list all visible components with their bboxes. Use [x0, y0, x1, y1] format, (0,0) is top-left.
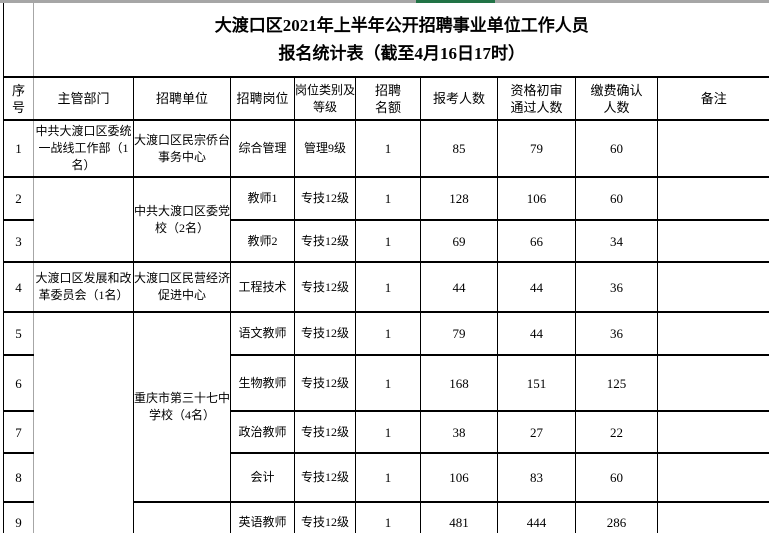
- cell-r2-paid: 60: [575, 177, 658, 221]
- cell-r4-applicants: 44: [420, 262, 498, 313]
- cell-r1-quota: 1: [355, 120, 421, 178]
- window-top-edge: [0, 0, 769, 3]
- cell-r9-seq: 9: [3, 502, 34, 533]
- col-header-quota: 招聘名额: [355, 77, 421, 121]
- col-header-note: 备注: [657, 77, 769, 121]
- cell-r7-seq: 7: [3, 411, 34, 454]
- cell-r1-grade: 管理9级: [294, 120, 356, 178]
- cell-r4-note: [657, 262, 769, 313]
- cell-r4-grade: 专技12级: [294, 262, 356, 313]
- cell-r3-note: [657, 220, 769, 263]
- col-header-grade: 岗位类别及等级: [294, 77, 356, 121]
- cell-r9-post: 英语教师: [230, 502, 295, 533]
- cell-r1-seq: 1: [3, 120, 34, 178]
- cell-r1-passed: 79: [497, 120, 576, 178]
- cell-r9-unit: [133, 502, 231, 533]
- cell-r3-seq: 3: [3, 220, 34, 263]
- table-title-line2: 报名统计表（截至4月16日17时）: [278, 43, 526, 63]
- title-left-spacer-cell: [3, 3, 34, 78]
- cell-r7-applicants: 38: [420, 411, 498, 454]
- cell-r9-paid: 286: [575, 502, 658, 533]
- cell-r2-applicants: 128: [420, 177, 498, 221]
- cell-r8-applicants: 106: [420, 453, 498, 503]
- cell-r8-seq: 8: [3, 453, 34, 503]
- cell-r6-passed: 151: [497, 355, 576, 412]
- cell-r5r8-unit-merged: 重庆市第三十七中学校（4名）: [133, 312, 231, 503]
- cell-r4-post: 工程技术: [230, 262, 295, 313]
- cell-r6-paid: 125: [575, 355, 658, 412]
- cell-r4-seq: 4: [3, 262, 34, 313]
- cell-r5-paid: 36: [575, 312, 658, 356]
- cell-r1-unit: 大渡口区民宗侨台事务中心: [133, 120, 231, 178]
- cell-r2-seq: 2: [3, 177, 34, 221]
- col-header-applicants: 报考人数: [420, 77, 498, 121]
- cell-r5-note: [657, 312, 769, 356]
- cell-r8-quota: 1: [355, 453, 421, 503]
- cell-r1-paid: 60: [575, 120, 658, 178]
- cell-r3-passed: 66: [497, 220, 576, 263]
- col-header-post: 招聘岗位: [230, 77, 295, 121]
- col-header-paid: 缴费确认人数: [575, 77, 658, 121]
- cell-r6-note: [657, 355, 769, 412]
- cell-r7-post: 政治教师: [230, 411, 295, 454]
- cell-r7-quota: 1: [355, 411, 421, 454]
- cell-r2-quota: 1: [355, 177, 421, 221]
- recruitment-table: 大渡口区2021年上半年公开招聘事业单位工作人员 报名统计表（截至4月16日17…: [3, 3, 769, 533]
- cell-r3-quota: 1: [355, 220, 421, 263]
- cell-r1-note: [657, 120, 769, 178]
- cell-r4-unit: 大渡口区民营经济促进中心: [133, 262, 231, 313]
- cell-r1-applicants: 85: [420, 120, 498, 178]
- cell-r7-grade: 专技12级: [294, 411, 356, 454]
- cell-r3-grade: 专技12级: [294, 220, 356, 263]
- col-header-seq: 序号: [3, 77, 34, 121]
- cell-r2-passed: 106: [497, 177, 576, 221]
- cell-r3-post: 教师2: [230, 220, 295, 263]
- cell-r6-post: 生物教师: [230, 355, 295, 412]
- cell-r3-paid: 34: [575, 220, 658, 263]
- cell-r7-note: [657, 411, 769, 454]
- cell-r8-note: [657, 453, 769, 503]
- cell-r9-quota: 1: [355, 502, 421, 533]
- cell-r6-seq: 6: [3, 355, 34, 412]
- cell-r4-dept: 大渡口区发展和改革委员会（1名）: [33, 262, 134, 313]
- cell-r9-note: [658, 502, 769, 533]
- table-title-line1: 大渡口区2021年上半年公开招聘事业单位工作人员: [214, 15, 589, 35]
- cell-r1-dept: 中共大渡口区委统一战线工作部（1名）: [33, 120, 134, 178]
- cell-r5-grade: 专技12级: [294, 312, 356, 356]
- cell-r4-passed: 44: [497, 262, 576, 313]
- cell-r2r3-dept-merged: [33, 177, 134, 263]
- cell-r6-grade: 专技12级: [294, 355, 356, 412]
- cell-r9-applicants: 481: [420, 502, 498, 533]
- cell-r5-applicants: 79: [420, 312, 498, 356]
- cell-r3-applicants: 69: [420, 220, 498, 263]
- cell-r2-grade: 专技12级: [294, 177, 356, 221]
- col-header-unit: 招聘单位: [133, 77, 231, 121]
- cell-r4-quota: 1: [355, 262, 421, 313]
- cell-r6-quota: 1: [355, 355, 421, 412]
- col-header-dept: 主管部门: [33, 77, 134, 121]
- cell-r7-paid: 22: [575, 411, 658, 454]
- cell-r8-post: 会计: [230, 453, 295, 503]
- cell-r7-passed: 27: [497, 411, 576, 454]
- cell-r2-post: 教师1: [230, 177, 295, 221]
- cell-r1-post: 综合管理: [230, 120, 295, 178]
- cell-r9-grade: 专技12级: [294, 502, 356, 533]
- cell-r5-passed: 44: [497, 312, 576, 356]
- cell-r8-grade: 专技12级: [294, 453, 356, 503]
- cell-r5-post: 语文教师: [230, 312, 295, 356]
- table-title: 大渡口区2021年上半年公开招聘事业单位工作人员 报名统计表（截至4月16日17…: [33, 3, 769, 78]
- cell-r5-seq: 5: [3, 312, 34, 356]
- cell-r6-applicants: 168: [420, 355, 498, 412]
- cell-r2-note: [657, 177, 769, 221]
- cell-r5r9-dept-merged: [33, 312, 134, 533]
- green-tab-indicator: [416, 0, 495, 3]
- cell-r8-passed: 83: [497, 453, 576, 503]
- cell-r5-quota: 1: [355, 312, 421, 356]
- cell-r4-paid: 36: [575, 262, 658, 313]
- cell-r9-passed: 444: [497, 502, 576, 533]
- cell-r8-paid: 60: [575, 453, 658, 503]
- col-header-passed: 资格初审通过人数: [497, 77, 576, 121]
- cell-r2r3-unit-merged: 中共大渡口区委党校（2名）: [133, 177, 231, 263]
